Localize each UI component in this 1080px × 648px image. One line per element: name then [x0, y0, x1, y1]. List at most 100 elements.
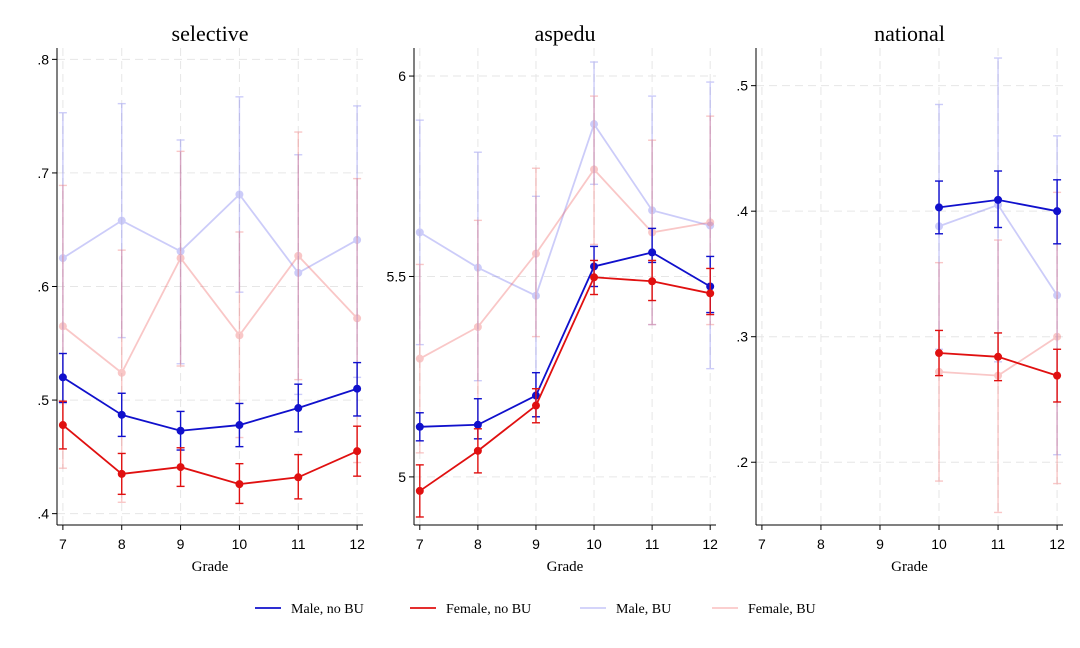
data-point-male-bu-7: [415, 228, 424, 237]
data-point-female-bu-10: [590, 165, 599, 174]
data-point-male-bu-8: [473, 263, 482, 272]
y-tick-label-6: .6: [37, 279, 49, 295]
x-tick-label-11: 11: [645, 536, 660, 552]
data-point-female-no-bu-12: [1053, 371, 1062, 380]
data-point-male-bu-10: [590, 120, 599, 129]
data-point-female-bu-11: [294, 251, 303, 260]
y-tick-label-5: .5: [736, 78, 748, 94]
series-line-female-bu: [419, 168, 711, 360]
panel-national: 7 8 9 10 11 12 .2 .3 .4 .5 national Grade: [736, 21, 1065, 575]
series-line-male-no-bu: [62, 376, 358, 432]
panel-title-national: national: [874, 21, 945, 46]
data-point-female-no-bu-8: [473, 446, 482, 455]
x-tick-label-8: 8: [118, 536, 126, 552]
y-tick-label-5-5: 5.5: [387, 268, 407, 284]
y-tick-label-5: .5: [37, 392, 49, 408]
data-point-female-bu-12: [1053, 332, 1062, 341]
y-tick-label-3: .3: [736, 329, 748, 345]
legend-item-male-no-bu: Male, no BU: [255, 602, 364, 617]
data-point-female-no-bu-12: [353, 447, 362, 456]
data-point-male-bu-11: [294, 268, 303, 277]
x-tick-label-10: 10: [232, 536, 248, 552]
legend-label-male-no-bu: Male, no BU: [291, 602, 364, 617]
y-tick-label-4: .4: [37, 506, 49, 522]
data-point-male-bu-7: [58, 254, 67, 263]
series-national-male-no-bu: [935, 170, 1062, 245]
series-aspedu-male-bu: [415, 61, 715, 398]
data-point-female-bu-9: [176, 254, 185, 263]
data-point-female-no-bu-10: [935, 349, 944, 358]
data-point-female-no-bu-10: [590, 273, 599, 282]
series-aspedu-female-no-bu: [415, 259, 715, 518]
data-point-female-bu-12: [353, 314, 362, 323]
data-point-female-no-bu-11: [294, 473, 303, 482]
data-point-male-no-bu-12: [1053, 207, 1062, 216]
series-selective-female-no-bu: [58, 400, 362, 505]
data-point-male-no-bu-12: [353, 384, 362, 393]
x-tick-label-7: 7: [59, 536, 67, 552]
data-point-female-bu-10: [235, 331, 244, 340]
series-national-female-no-bu: [935, 329, 1062, 403]
legend-item-female-no-bu: Female, no BU: [410, 602, 531, 617]
x-tick-label-8: 8: [817, 536, 825, 552]
data-point-female-no-bu-9: [531, 401, 540, 410]
series-selective-male-bu: [58, 96, 362, 405]
data-point-male-bu-12: [353, 235, 362, 244]
data-point-female-no-bu-10: [235, 480, 244, 489]
panel-title-selective: selective: [172, 21, 249, 46]
legend-item-female-bu: Female, BU: [712, 602, 816, 617]
data-point-female-no-bu-11: [648, 277, 657, 286]
series-aspedu-female-bu: [415, 95, 715, 454]
x-tick-label-9: 9: [177, 536, 185, 552]
panel-selective: 7 8 9 10 11 12 .4 .5 .6 .7 .8 selective Grade: [37, 21, 365, 575]
data-point-male-no-bu-11: [994, 195, 1003, 204]
x-tick-label-9: 9: [876, 536, 884, 552]
x-tick-label-9: 9: [532, 536, 540, 552]
data-point-female-bu-8: [117, 368, 126, 377]
legend-label-male-bu: Male, BU: [616, 602, 671, 617]
data-point-male-no-bu-7: [415, 422, 424, 431]
data-point-male-bu-9: [531, 291, 540, 300]
data-point-male-no-bu-8: [117, 410, 126, 419]
data-point-male-no-bu-8: [473, 420, 482, 429]
data-point-male-no-bu-11: [294, 404, 303, 413]
chart-panels: 7 8 9 10 11 12 .4 .5 .6 .7 .8 selective Grade 7 8 9 10 11…: [37, 21, 1065, 575]
data-point-male-no-bu-11: [648, 248, 657, 257]
data-point-female-no-bu-12: [706, 289, 715, 298]
data-point-female-bu-7: [58, 322, 67, 331]
x-axis-label-aspedu: Grade: [547, 559, 584, 575]
data-point-female-no-bu-7: [58, 421, 67, 430]
data-point-female-bu-8: [473, 322, 482, 331]
y-tick-label-7: .7: [37, 165, 49, 181]
data-point-male-bu-8: [117, 216, 126, 225]
y-tick-label-4: .4: [736, 203, 748, 219]
series-line-male-no-bu: [419, 251, 711, 428]
data-point-female-bu-12: [706, 218, 715, 227]
series-line-female-bu: [62, 254, 358, 375]
series-selective-female-bu: [58, 131, 362, 503]
x-tick-label-12: 12: [702, 536, 718, 552]
x-tick-label-8: 8: [474, 536, 482, 552]
legend-item-male-bu: Male, BU: [580, 602, 671, 617]
x-axis-label-selective: Grade: [192, 559, 229, 575]
x-tick-label-12: 12: [1049, 536, 1065, 552]
data-point-male-no-bu-9: [176, 426, 185, 435]
data-point-female-no-bu-9: [176, 463, 185, 472]
x-axis-label-national: Grade: [891, 559, 928, 575]
chart-legend: Male, no BU Female, no BU Male, BU Femal…: [255, 602, 816, 617]
data-point-female-no-bu-8: [117, 469, 126, 478]
x-tick-label-12: 12: [349, 536, 365, 552]
series-aspedu-male-no-bu: [415, 227, 715, 442]
x-tick-label-7: 7: [416, 536, 424, 552]
panel-aspedu: 7 8 9 10 11 12 5 5.5 6 aspedu Grade: [387, 21, 719, 575]
y-tick-label-2: .2: [736, 454, 748, 470]
x-tick-label-11: 11: [991, 536, 1006, 552]
data-point-male-no-bu-10: [235, 421, 244, 430]
series-line-male-bu: [419, 122, 711, 297]
data-point-male-bu-12: [1053, 291, 1062, 300]
x-tick-label-11: 11: [291, 536, 306, 552]
x-tick-label-10: 10: [586, 536, 602, 552]
data-point-male-no-bu-10: [935, 203, 944, 212]
data-point-male-bu-12: [706, 221, 715, 230]
